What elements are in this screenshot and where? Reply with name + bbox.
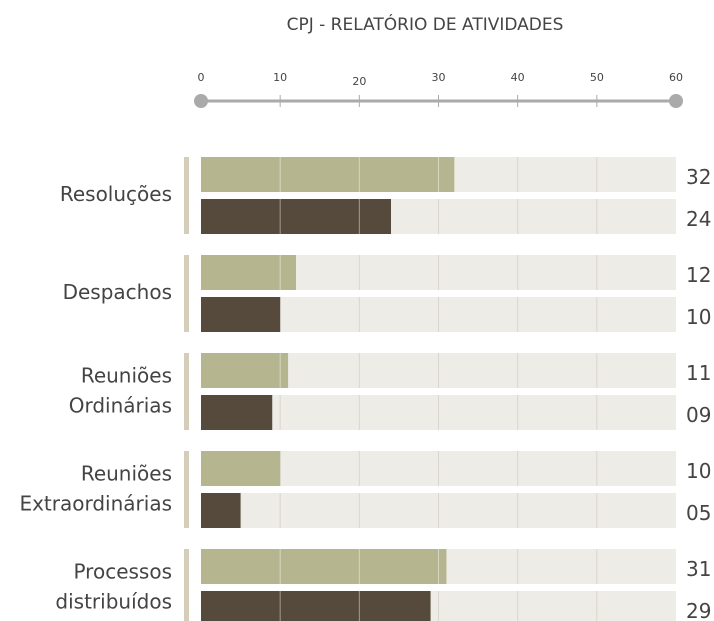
value-label: 29 xyxy=(686,599,711,621)
category-label: Processos distribuídos xyxy=(55,559,172,613)
x-tick-label: 10 xyxy=(273,71,287,84)
bar xyxy=(201,255,296,290)
bar xyxy=(201,353,289,388)
category-label: Reuniões Ordinárias xyxy=(69,363,172,417)
bar xyxy=(201,549,447,584)
category-label: Reuniões Extraordinárias xyxy=(19,461,172,515)
value-label: 10 xyxy=(686,459,711,483)
value-label: 10 xyxy=(686,305,711,329)
category-label: Despachos xyxy=(63,280,172,304)
group-accent xyxy=(184,549,189,621)
bar xyxy=(201,157,455,192)
group-accent xyxy=(184,157,189,234)
bar xyxy=(201,297,281,332)
value-label: 24 xyxy=(686,207,711,231)
bar xyxy=(201,493,241,528)
category-label: Resoluções xyxy=(60,182,172,206)
bar xyxy=(201,395,273,430)
value-label: 32 xyxy=(686,165,711,189)
bar xyxy=(201,591,431,621)
x-tick-label: 50 xyxy=(590,71,604,84)
value-label: 11 xyxy=(686,361,711,385)
x-tick-label: 40 xyxy=(511,71,525,84)
group-accent xyxy=(184,353,189,430)
value-label: 09 xyxy=(686,403,711,427)
group-accent xyxy=(184,255,189,332)
value-label: 12 xyxy=(686,263,711,287)
x-tick-label: 60 xyxy=(669,71,683,84)
group-accent xyxy=(184,451,189,528)
x-tick-label: 0 xyxy=(198,71,205,84)
x-tick-label: 30 xyxy=(432,71,446,84)
value-label: 31 xyxy=(686,557,711,581)
x-tick-label: 20 xyxy=(352,75,366,88)
bar xyxy=(201,199,391,234)
chart-title: CPJ - RELATÓRIO DE ATIVIDADES xyxy=(287,13,564,35)
bar xyxy=(201,451,281,486)
value-label: 05 xyxy=(686,501,711,525)
